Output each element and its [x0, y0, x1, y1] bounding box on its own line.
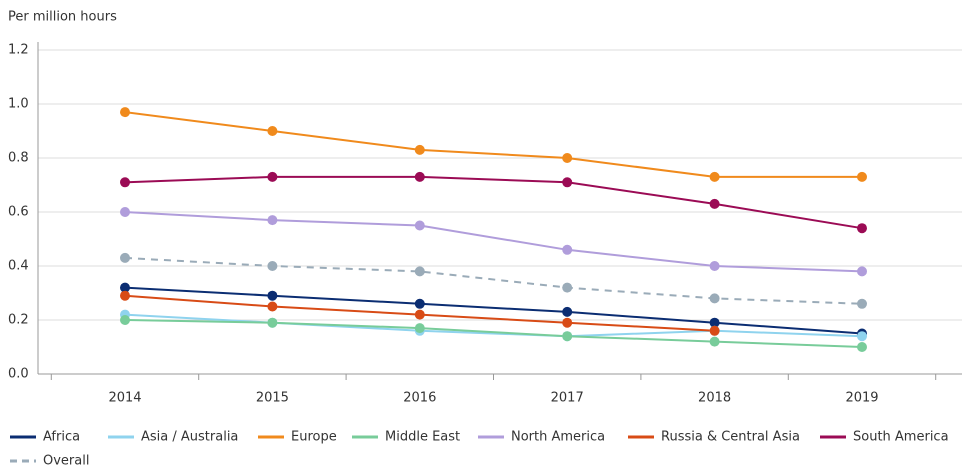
point [562, 244, 573, 255]
point [120, 282, 130, 293]
legend-label: Middle East [385, 430, 460, 445]
point [562, 306, 573, 317]
point [709, 293, 720, 304]
point [857, 298, 867, 309]
y-tick-label: 0.8 [8, 151, 29, 166]
series-line [124, 286, 863, 335]
legend-label: Overall [43, 454, 89, 467]
x-tick-label: 2014 [108, 391, 141, 406]
legend-label: Russia & Central Asia [661, 430, 800, 445]
point [120, 177, 130, 188]
point [857, 223, 867, 234]
series-line [124, 111, 862, 178]
point [267, 171, 278, 182]
y-axis-label: Per million hours [8, 10, 117, 25]
point [709, 317, 720, 328]
point [267, 317, 278, 328]
point [562, 153, 573, 163]
point [267, 215, 278, 226]
point [709, 198, 720, 209]
y-tick-label: 1.0 [8, 97, 29, 112]
point [709, 325, 720, 336]
legend-label: North America [511, 430, 605, 445]
point [414, 144, 425, 155]
legend-label: Asia / Australia [141, 430, 238, 445]
point [414, 266, 425, 277]
point [562, 331, 573, 342]
series-line [124, 256, 863, 305]
x-tick-label: 2018 [698, 391, 731, 406]
point [414, 171, 425, 182]
x-tick-label: 2019 [845, 391, 878, 406]
point [414, 323, 425, 334]
point [562, 317, 573, 328]
point [414, 220, 425, 231]
point [857, 171, 867, 182]
y-tick-label: 0.6 [8, 205, 29, 220]
point [857, 266, 867, 277]
point [857, 342, 867, 352]
point [267, 261, 278, 271]
point [120, 315, 130, 325]
point [120, 107, 130, 118]
point [562, 282, 573, 293]
legend-label: Europe [291, 430, 337, 445]
x-tick-label: 2017 [551, 391, 584, 406]
point [857, 331, 867, 342]
point [267, 126, 278, 136]
point [267, 301, 278, 312]
x-tick-label: 2016 [403, 391, 436, 406]
point [709, 261, 720, 271]
point [562, 177, 573, 188]
series-line [124, 211, 863, 273]
point [414, 309, 425, 320]
point [120, 290, 130, 301]
point [120, 207, 130, 217]
point [267, 290, 278, 301]
point [709, 171, 720, 182]
legend-label: Africa [43, 430, 80, 445]
y-tick-label: 1.2 [8, 43, 29, 58]
series-line [124, 175, 863, 230]
y-tick-label: 0.0 [8, 367, 29, 382]
legend-label: South America [853, 430, 949, 445]
point [414, 298, 425, 309]
point [709, 336, 720, 347]
y-tick-label: 0.4 [8, 259, 29, 274]
y-tick-label: 0.2 [8, 313, 29, 328]
series-line [124, 319, 863, 348]
point [120, 252, 130, 263]
x-tick-label: 2015 [256, 391, 289, 406]
